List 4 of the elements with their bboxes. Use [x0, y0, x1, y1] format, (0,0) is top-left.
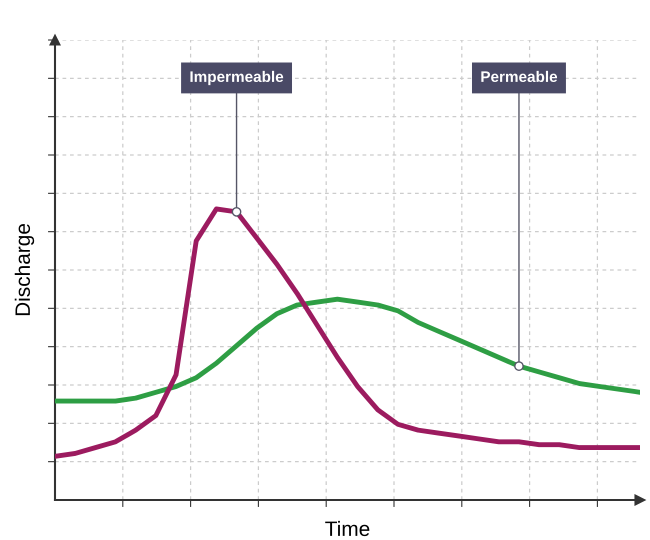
x-axis-title: Time [325, 520, 370, 536]
annotation: Impermeable [190, 70, 284, 86]
annotation: Permeable [481, 70, 558, 82]
y-axis-title: Discharge [14, 224, 34, 316]
